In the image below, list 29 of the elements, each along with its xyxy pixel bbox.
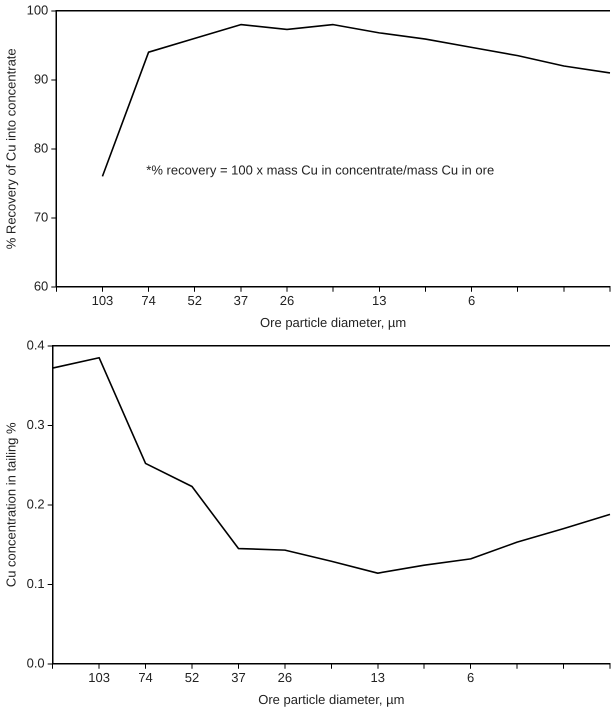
x-tick-label: 26 [278, 670, 292, 686]
x-tick-label: 6 [468, 293, 476, 308]
x-tick-label: 13 [372, 293, 387, 308]
y-tick-label: 90 [34, 71, 48, 86]
y-axis-title: Cu concentration in tailing % [3, 422, 18, 588]
x-tick-label: 26 [280, 293, 294, 308]
y-tick-label: 60 [34, 278, 48, 294]
y-tick-label: 80 [34, 140, 48, 156]
x-tick-label: 37 [234, 293, 248, 308]
y-tick-label: 0.1 [26, 576, 45, 591]
x-tick-label: 103 [92, 293, 114, 308]
y-tick-label: 100 [26, 2, 48, 18]
y-tick-label: 70 [34, 209, 48, 224]
y-axis-title: % Recovery of Cu into concentrate [3, 48, 18, 250]
y-tick-label: 0.2 [26, 496, 45, 512]
annotation: *% recovery = 100 x mass Cu in concentrate/mass Cu in ore [146, 162, 494, 178]
x-axis-title: Ore particle diameter, µm [260, 314, 406, 330]
x-axis-title: Ore particle diameter, µm [258, 692, 404, 707]
x-tick-label: 6 [467, 670, 474, 686]
x-tick-label: 37 [231, 670, 246, 686]
x-tick-label: 52 [187, 293, 202, 308]
x-tick-label: 103 [88, 670, 110, 686]
y-tick-label: 0.3 [26, 416, 45, 432]
x-tick-label: 74 [141, 293, 156, 308]
x-tick-label: 74 [138, 670, 153, 686]
x-tick-label: 52 [184, 670, 200, 686]
y-tick-label: 0.0 [26, 655, 45, 670]
y-tick-label: 0.4 [26, 337, 45, 352]
x-tick-label: 13 [370, 670, 386, 686]
